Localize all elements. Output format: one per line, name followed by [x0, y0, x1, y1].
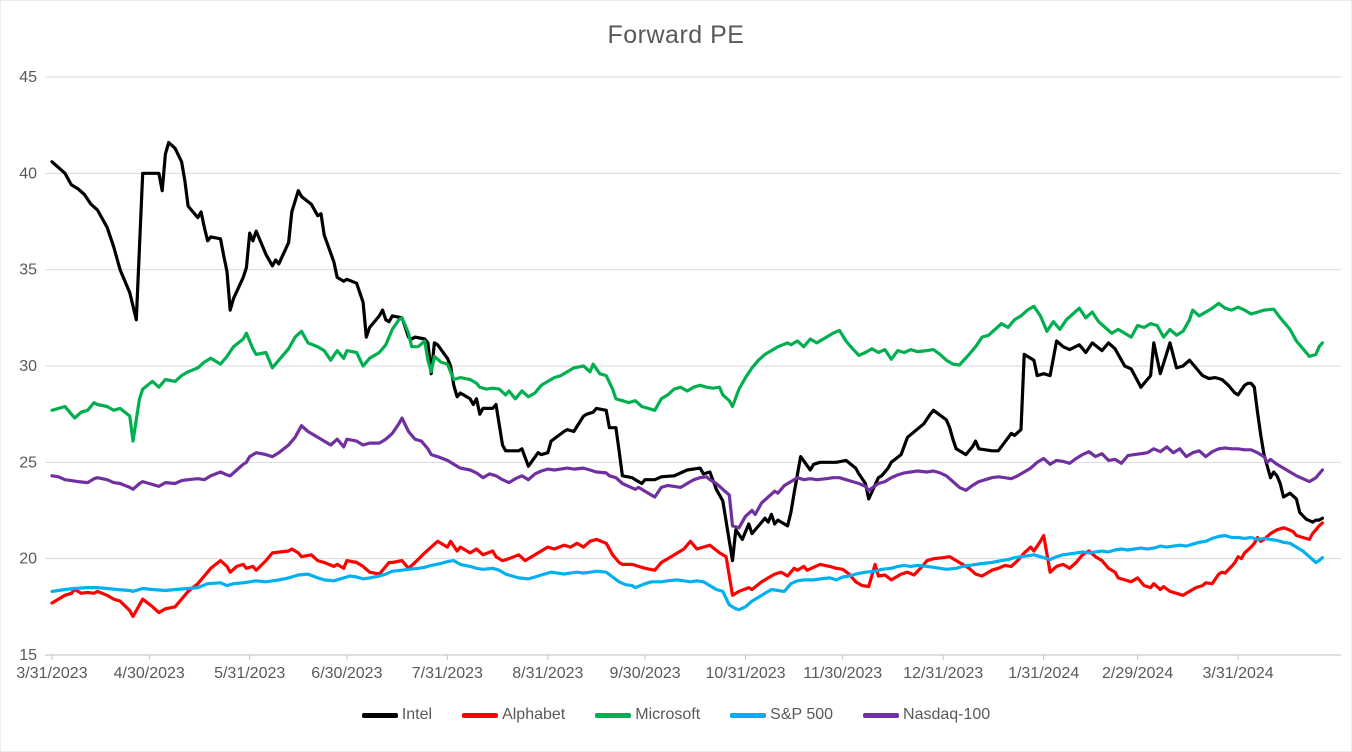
x-axis-label: 1/31/2024: [1008, 665, 1079, 682]
x-axis-label: 11/30/2023: [803, 665, 882, 682]
legend-label: Alphabet: [502, 706, 566, 723]
legend-item-nasdaq100: Nasdaq-100: [863, 706, 990, 724]
legend-label: Nasdaq-100: [903, 706, 991, 723]
legend-item-sp500: S&P 500: [730, 706, 833, 724]
x-axis-label: 4/30/2023: [114, 665, 185, 682]
legend-item-intel: Intel: [361, 706, 433, 724]
x-axis-label: 10/31/2023: [705, 665, 785, 682]
x-axis-label: 7/31/2023: [412, 665, 483, 682]
y-axis-label: 35: [19, 262, 37, 279]
alphabet-line-swatch: [462, 712, 499, 718]
series-line-s-p-500: [50, 533, 1325, 612]
line-chart: 15 20 25 30 35 40 45 3/31/2023 4/30/2023 5/31/202…: [16, 69, 1341, 682]
legend-item-alphabet: Alphabet: [462, 706, 565, 724]
x-axis-label: 8/31/2023: [512, 665, 583, 682]
x-axis-label: 3/31/2024: [1203, 665, 1274, 682]
sp500-line-swatch: [730, 712, 767, 718]
y-axis-label: 45: [19, 69, 37, 86]
series-line-intel: [50, 140, 1325, 563]
legend-label: S&P 500: [770, 706, 834, 723]
series-line-nasdaq-100: [50, 416, 1325, 530]
y-axis-label: 15: [19, 647, 37, 664]
intel-line-swatch: [361, 712, 398, 718]
nasdaq100-line-swatch: [863, 712, 900, 718]
x-axis-label: 9/30/2023: [609, 665, 680, 682]
legend-item-microsoft: Microsoft: [595, 706, 700, 724]
y-axis-label: 20: [19, 551, 37, 568]
x-axis-label: 6/30/2023: [311, 665, 382, 682]
legend-label: Microsoft: [635, 706, 701, 723]
x-axis-label: 2/29/2024: [1102, 665, 1173, 682]
series-line-microsoft: [50, 301, 1325, 443]
x-axis-label: 3/31/2023: [16, 665, 87, 682]
legend-label: Intel: [401, 706, 433, 723]
series-line-alphabet: [50, 521, 1325, 619]
x-axis-label: 12/31/2023: [903, 665, 983, 682]
chart-title: Forward PE: [607, 21, 745, 49]
microsoft-line-swatch: [595, 712, 632, 718]
x-axis-label: 5/31/2023: [214, 665, 285, 682]
y-axis-label: 30: [19, 358, 37, 375]
y-axis-label: 40: [19, 165, 37, 182]
legend: Intel Alphabet Microsoft S&P 500 Nasdaq-…: [0, 706, 1352, 724]
y-axis-label: 25: [19, 454, 37, 471]
